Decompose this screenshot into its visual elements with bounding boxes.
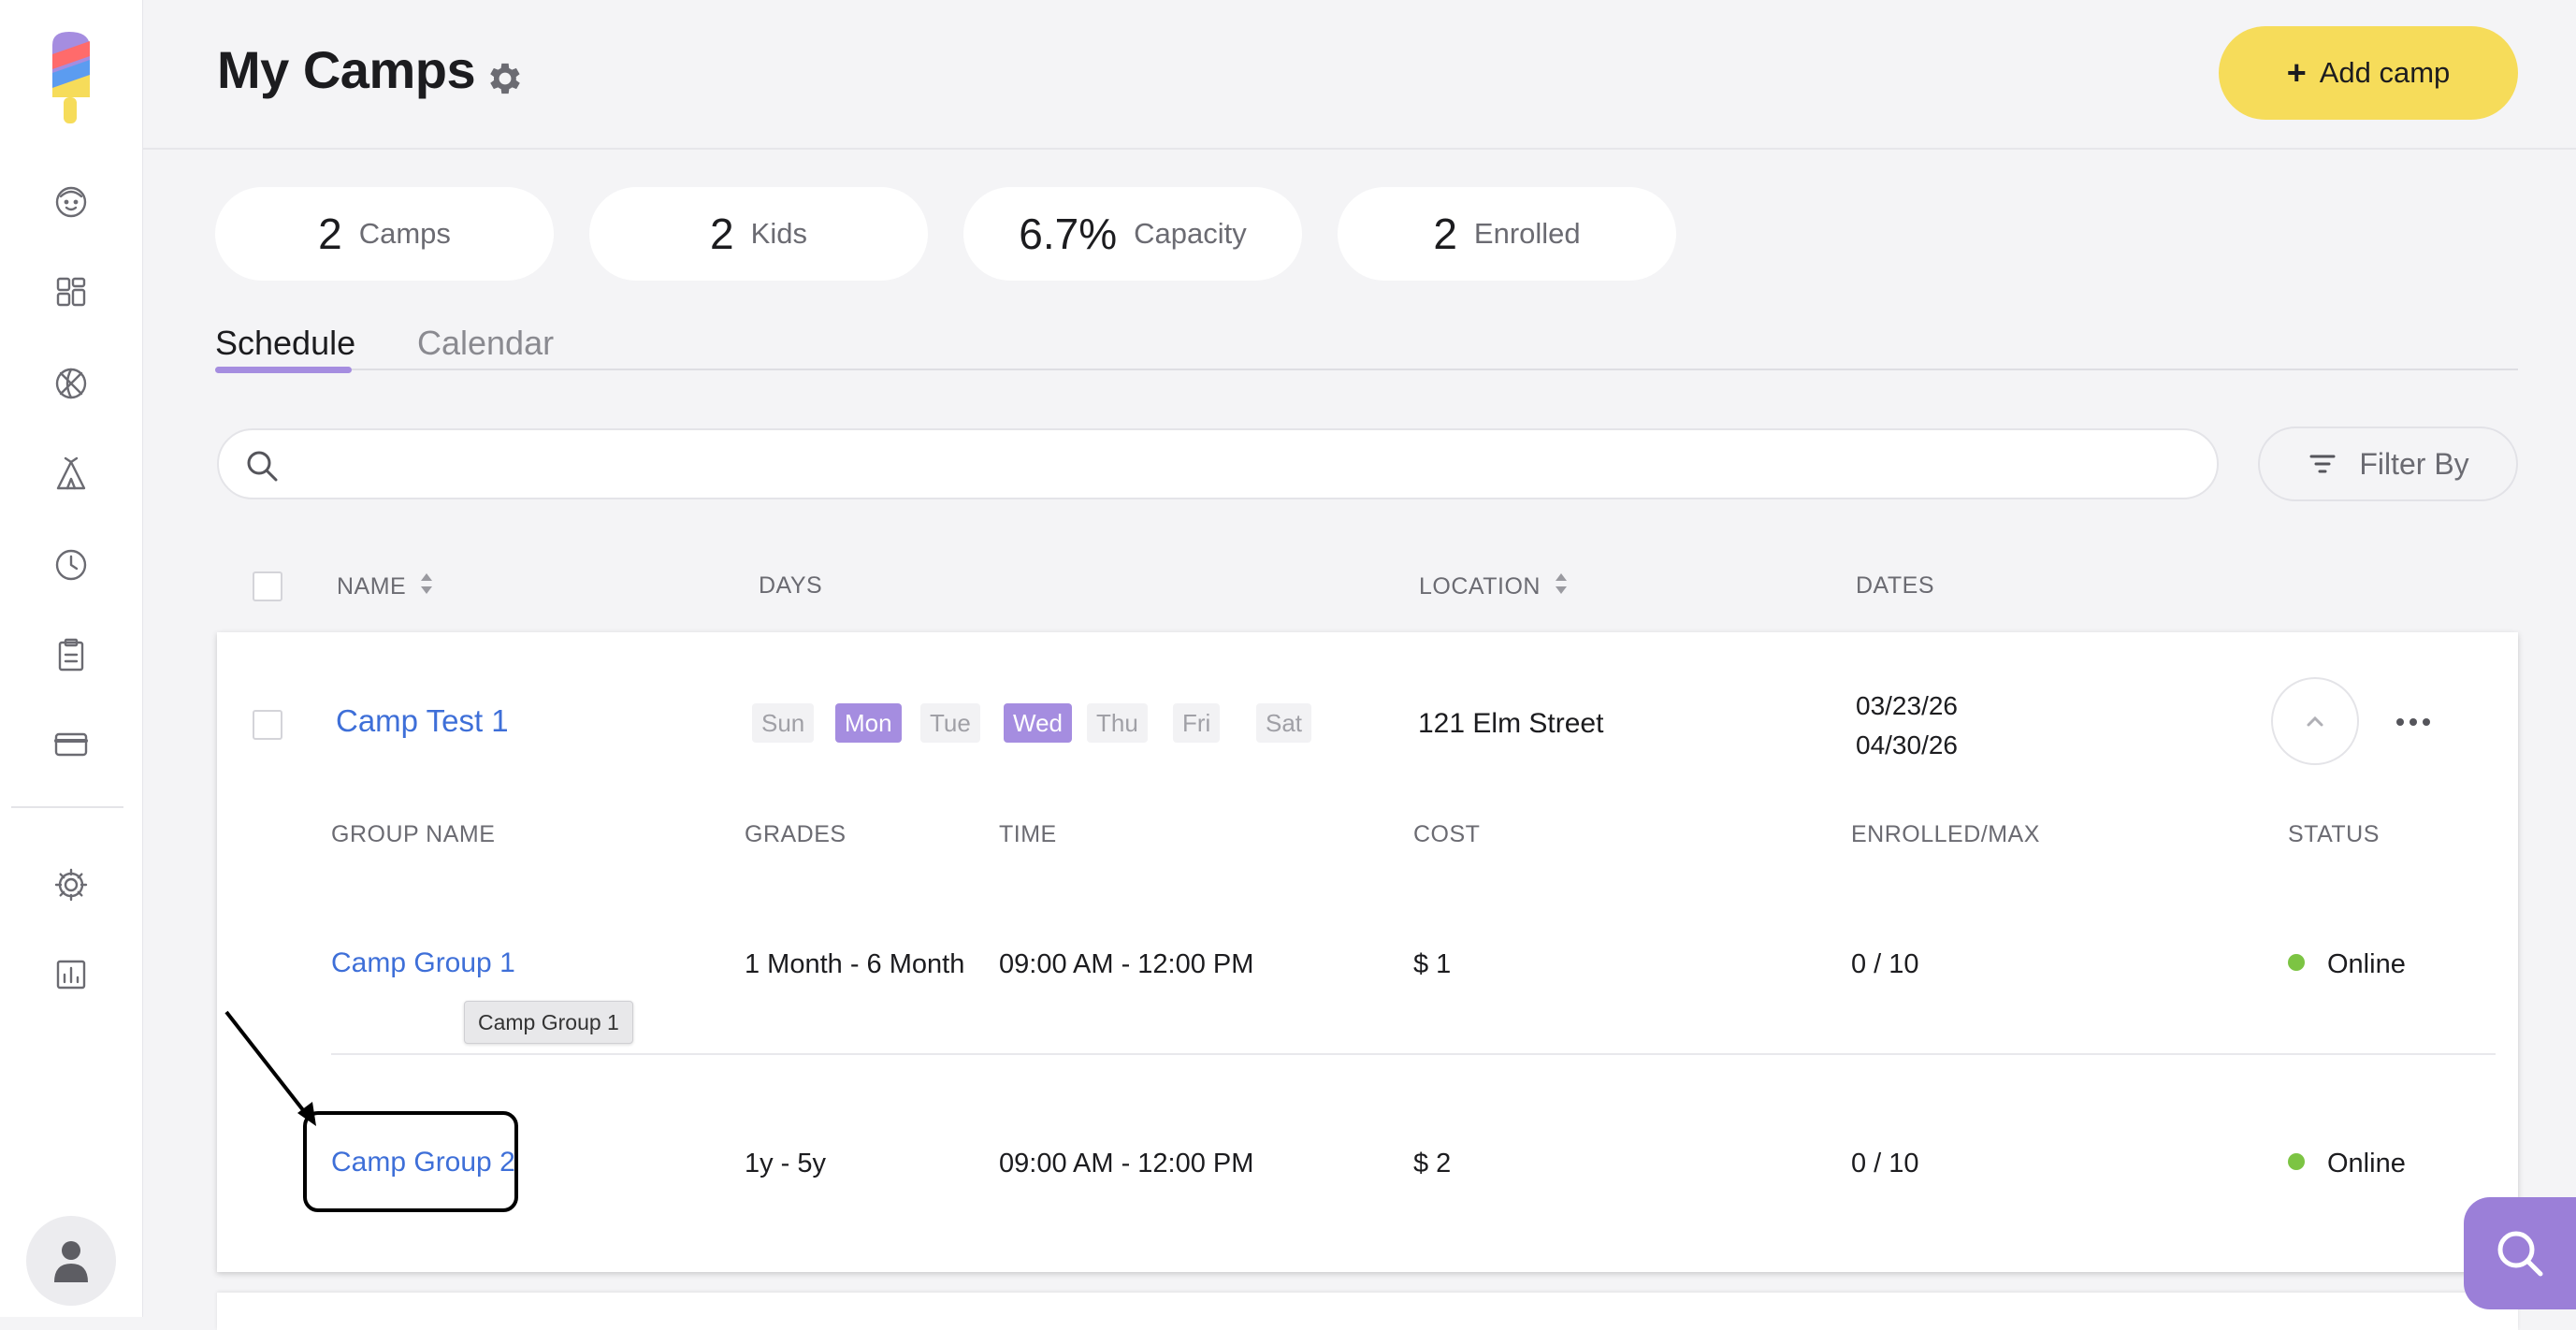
stat-capacity: 6.7% Capacity xyxy=(963,187,1302,281)
day-thu: Thu xyxy=(1087,703,1148,743)
header-group-name: GROUP NAME xyxy=(331,821,496,847)
camp-tent-icon[interactable] xyxy=(47,451,95,499)
header-name-label: NAME xyxy=(337,573,407,600)
day-sat: Sat xyxy=(1256,703,1312,743)
header-days: DAYS xyxy=(759,572,823,599)
header-time: TIME xyxy=(999,821,1057,847)
tab-schedule[interactable]: Schedule xyxy=(215,324,356,362)
group-cost: $ 1 xyxy=(1413,949,1452,979)
header-status: STATUS xyxy=(2288,821,2380,847)
next-camp-card xyxy=(217,1293,2518,1330)
group-status: Online xyxy=(2327,949,2406,979)
activities-ball-icon[interactable] xyxy=(47,359,95,408)
row-divider xyxy=(331,1053,2496,1055)
tab-calendar[interactable]: Calendar xyxy=(417,324,555,362)
group-name-link[interactable]: Camp Group 2 xyxy=(331,1147,515,1178)
clipboard-icon[interactable] xyxy=(47,630,95,679)
user-avatar[interactable] xyxy=(26,1216,116,1306)
search-bar xyxy=(217,428,2219,499)
active-tab-indicator xyxy=(215,367,352,373)
header-cost: COST xyxy=(1413,821,1481,847)
annotation-arrow xyxy=(224,1010,316,1126)
group-grades: 1y - 5y xyxy=(745,1149,827,1178)
stat-value: 6.7% xyxy=(1019,210,1118,258)
header-dates: DATES xyxy=(1856,572,1934,599)
camp-name-link[interactable]: Camp Test 1 xyxy=(336,703,509,738)
group-enrolled: 0 / 10 xyxy=(1851,1149,1919,1178)
camp-location: 121 Elm Street xyxy=(1418,708,1604,739)
stat-label: Kids xyxy=(750,217,807,250)
user-icon xyxy=(54,1241,88,1282)
group-status: Online xyxy=(2327,1149,2406,1178)
sidebar xyxy=(0,0,143,1317)
header-enrolled-max: ENROLLED/MAX xyxy=(1851,821,2040,847)
search-icon xyxy=(2497,1231,2543,1277)
top-bar xyxy=(143,0,2576,150)
header-location-label: LOCATION xyxy=(1419,573,1541,600)
stat-value: 2 xyxy=(318,210,342,258)
add-camp-label: Add camp xyxy=(2319,56,2451,89)
settings-gear-icon[interactable] xyxy=(47,860,95,909)
kids-icon[interactable] xyxy=(47,178,95,226)
sort-icon[interactable] xyxy=(419,572,434,601)
search-input[interactable] xyxy=(294,440,2168,490)
status-online-dot xyxy=(2288,954,2305,971)
reports-chart-icon[interactable] xyxy=(47,950,95,999)
filter-label: Filter By xyxy=(2359,446,2469,481)
camp-end-date: 04/30/26 xyxy=(1856,730,1958,759)
camp-card xyxy=(217,632,2518,1272)
status-online-dot xyxy=(2288,1153,2305,1170)
header-name[interactable]: NAME xyxy=(337,572,434,601)
group-name-tooltip: Camp Group 1 xyxy=(464,1001,633,1044)
filter-by-button[interactable]: Filter By xyxy=(2258,426,2518,501)
more-options-icon[interactable] xyxy=(2391,703,2436,741)
collapse-camp-button[interactable] xyxy=(2271,677,2359,765)
group-name-link[interactable]: Camp Group 1 xyxy=(331,947,515,978)
page-settings-gear-icon[interactable] xyxy=(485,58,526,99)
app-logo[interactable] xyxy=(45,28,97,125)
camp-start-date: 03/23/26 xyxy=(1856,691,1958,720)
stat-enrolled: 2 Enrolled xyxy=(1338,187,1676,281)
stat-kids: 2 Kids xyxy=(589,187,928,281)
filter-icon xyxy=(2309,455,2336,473)
camp-row-checkbox[interactable] xyxy=(253,710,282,740)
day-tue: Tue xyxy=(920,703,980,743)
tabs-divider xyxy=(215,369,2518,370)
select-all-checkbox[interactable] xyxy=(253,571,282,601)
payment-card-icon[interactable] xyxy=(47,720,95,769)
day-sun: Sun xyxy=(752,703,815,743)
stat-camps: 2 Camps xyxy=(215,187,554,281)
add-camp-button[interactable]: + Add camp xyxy=(2219,26,2518,120)
group-time: 09:00 AM - 12:00 PM xyxy=(999,1149,1254,1178)
day-fri: Fri xyxy=(1173,703,1221,743)
help-search-button[interactable] xyxy=(2464,1197,2576,1309)
group-cost: $ 2 xyxy=(1413,1149,1452,1178)
header-grades: GRADES xyxy=(745,821,847,847)
group-time: 09:00 AM - 12:00 PM xyxy=(999,949,1254,979)
sort-icon[interactable] xyxy=(1554,572,1569,601)
plus-icon: + xyxy=(2286,53,2307,92)
group-enrolled: 0 / 10 xyxy=(1851,949,1919,979)
search-icon xyxy=(245,449,279,483)
stat-value: 2 xyxy=(1433,210,1457,258)
stat-label: Capacity xyxy=(1134,217,1247,250)
page-title: My Camps xyxy=(217,40,476,99)
day-mon: Mon xyxy=(835,703,902,743)
sidebar-divider xyxy=(11,806,123,808)
group-grades: 1 Month - 6 Month xyxy=(745,949,965,979)
dashboard-icon[interactable] xyxy=(47,267,95,316)
stat-label: Camps xyxy=(358,217,451,250)
chevron-up-icon xyxy=(2307,716,2323,727)
stat-value: 2 xyxy=(710,210,734,258)
header-location[interactable]: LOCATION xyxy=(1419,572,1569,601)
camp-dates: 03/23/26 04/30/26 xyxy=(1856,687,1958,765)
day-wed: Wed xyxy=(1004,703,1072,743)
stat-label: Enrolled xyxy=(1473,217,1581,250)
clock-icon[interactable] xyxy=(47,541,95,589)
